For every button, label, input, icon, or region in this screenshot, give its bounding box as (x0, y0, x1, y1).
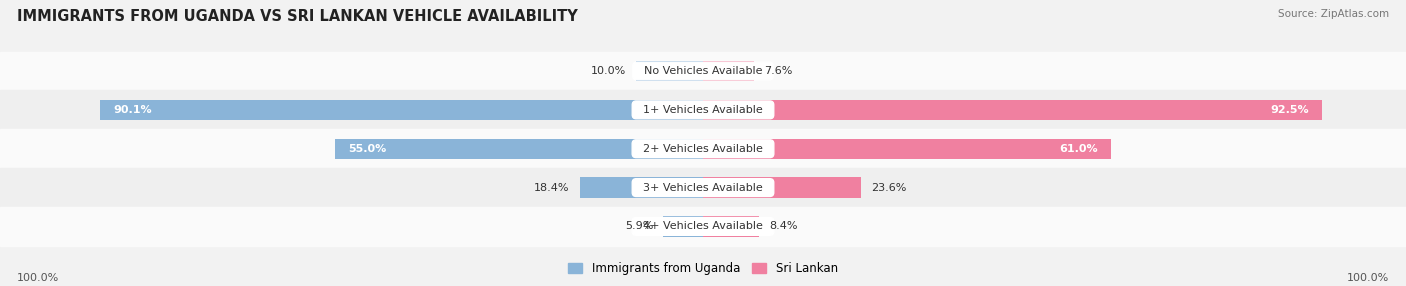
Legend: Immigrants from Uganda, Sri Lankan: Immigrants from Uganda, Sri Lankan (564, 258, 842, 280)
Bar (0, 51, 1406, 90)
Bar (0, 207, 1406, 246)
Text: 92.5%: 92.5% (1270, 105, 1309, 115)
Bar (579, 178, 703, 198)
Bar (703, 178, 860, 198)
Text: 100.0%: 100.0% (17, 273, 59, 283)
Bar (0, 90, 1406, 129)
Bar (703, 139, 1111, 159)
Text: 10.0%: 10.0% (591, 66, 626, 76)
Text: IMMIGRANTS FROM UGANDA VS SRI LANKAN VEHICLE AVAILABILITY: IMMIGRANTS FROM UGANDA VS SRI LANKAN VEH… (17, 9, 578, 23)
Text: 5.9%: 5.9% (626, 221, 654, 231)
Text: 7.6%: 7.6% (763, 66, 793, 76)
Text: 8.4%: 8.4% (769, 221, 797, 231)
Bar (703, 100, 1322, 120)
Text: 90.1%: 90.1% (112, 105, 152, 115)
Text: No Vehicles Available: No Vehicles Available (637, 66, 769, 76)
Text: 18.4%: 18.4% (534, 182, 569, 192)
Text: 61.0%: 61.0% (1059, 144, 1098, 154)
Bar (100, 100, 703, 120)
Bar (335, 139, 703, 159)
Text: 1+ Vehicles Available: 1+ Vehicles Available (636, 105, 770, 115)
Bar (636, 61, 703, 81)
Bar (0, 168, 1406, 207)
Text: 2+ Vehicles Available: 2+ Vehicles Available (636, 144, 770, 154)
Text: Source: ZipAtlas.com: Source: ZipAtlas.com (1278, 9, 1389, 19)
Bar (703, 61, 754, 81)
Bar (0, 129, 1406, 168)
Text: 55.0%: 55.0% (349, 144, 387, 154)
Bar (664, 216, 703, 237)
Text: 23.6%: 23.6% (872, 182, 907, 192)
Bar (703, 216, 759, 237)
Text: 100.0%: 100.0% (1347, 273, 1389, 283)
Text: 4+ Vehicles Available: 4+ Vehicles Available (636, 221, 770, 231)
Text: 3+ Vehicles Available: 3+ Vehicles Available (636, 182, 770, 192)
